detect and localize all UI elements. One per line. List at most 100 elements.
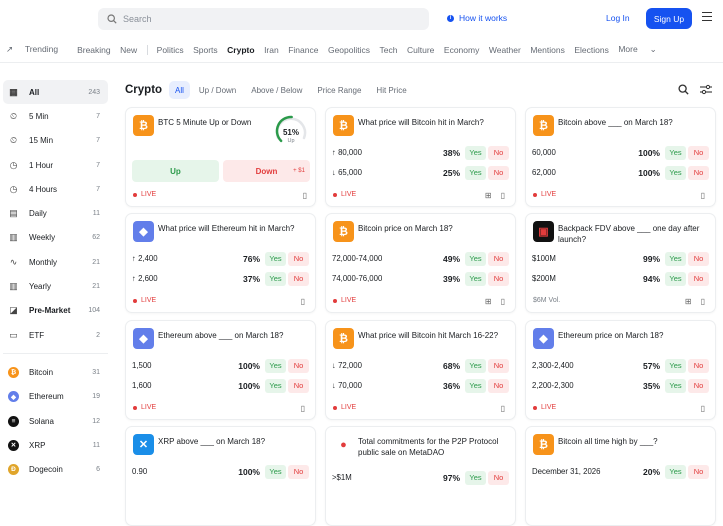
yes-button[interactable]: Yes [665, 251, 686, 266]
bookmark-icon[interactable]: ▯ [700, 404, 705, 413]
no-button[interactable]: No [688, 271, 709, 286]
sidebar-item-1hour[interactable]: ◷ 1 Hour 7 [3, 153, 108, 177]
sidebar-item-solana[interactable]: ≡ Solana 12 [3, 409, 108, 433]
market-card[interactable]: ▣ Backpack FDV above ___ one day after la… [525, 213, 716, 313]
bookmark-icon[interactable]: ▯ [300, 404, 305, 413]
sidebar-item-dogecoin[interactable]: Ð Dogecoin 6 [3, 457, 108, 481]
nav-trending[interactable]: ↗ Trending [6, 44, 68, 55]
nav-iran[interactable]: Iran [264, 44, 279, 55]
sidebar-item-monthly[interactable]: ∿ Monthly 21 [3, 250, 108, 274]
how-it-works-link[interactable]: i How it works [447, 13, 507, 23]
yes-button[interactable]: Yes [265, 358, 286, 373]
down-button[interactable]: Down + $1 [223, 160, 310, 182]
nav-geopolitics[interactable]: Geopolitics [327, 44, 371, 55]
login-button[interactable]: Log In [606, 13, 630, 23]
sidebar-item-daily[interactable]: ▤ Daily 11 [3, 201, 108, 225]
no-button[interactable]: No [488, 378, 509, 393]
tab-above-below[interactable]: Above / Below [251, 85, 303, 95]
gift-icon[interactable]: ⊞ [484, 191, 492, 200]
nav-weather[interactable]: Weather [488, 44, 521, 55]
yes-button[interactable]: Yes [465, 251, 486, 266]
nav-crypto[interactable]: Crypto [227, 44, 255, 55]
tab-all[interactable]: All [169, 81, 190, 99]
no-button[interactable]: No [488, 145, 509, 160]
no-button[interactable]: No [488, 165, 509, 180]
market-card[interactable]: ◆ Ethereum price on March 18? 2,300-2,400… [525, 320, 716, 420]
no-button[interactable]: No [288, 251, 309, 266]
nav-mentions[interactable]: Mentions [530, 44, 565, 55]
market-card[interactable]: ₿ Bitcoin all time high by ___? December … [525, 426, 716, 526]
no-button[interactable]: No [288, 358, 309, 373]
nav-economy[interactable]: Economy [443, 44, 480, 55]
yes-button[interactable]: Yes [665, 464, 686, 479]
no-button[interactable]: No [488, 271, 509, 286]
market-card[interactable]: ◆ Ethereum above ___ on March 18? 1,500 1… [125, 320, 316, 420]
market-card[interactable]: ◆ What price will Ethereum hit in March? … [125, 213, 316, 313]
nav-elections[interactable]: Elections [574, 44, 609, 55]
market-card[interactable]: ₿ Bitcoin price on March 18? 72,000-74,00… [325, 213, 516, 313]
yes-button[interactable]: Yes [265, 251, 286, 266]
search-icon[interactable] [678, 84, 689, 95]
sidebar-item-etf[interactable]: ▭ ETF 2 [3, 323, 108, 347]
yes-button[interactable]: Yes [465, 271, 486, 286]
nav-sports[interactable]: Sports [193, 44, 218, 55]
sidebar-item-4hours[interactable]: ◷ 4 Hours 7 [3, 177, 108, 201]
sidebar-item-all[interactable]: ▦ All 243 [3, 80, 108, 105]
nav-politics[interactable]: Politics [156, 44, 184, 55]
no-button[interactable]: No [488, 251, 509, 266]
bookmark-icon[interactable]: ▯ [700, 191, 705, 200]
sidebar-item-weekly[interactable]: ▥ Weekly 62 [3, 226, 108, 250]
no-button[interactable]: No [688, 358, 709, 373]
sidebar-item-xrp[interactable]: ✕ XRP 11 [3, 433, 108, 457]
bookmark-icon[interactable]: ▯ [302, 191, 307, 200]
hamburger-menu-icon[interactable] [702, 12, 712, 24]
sidebar-item-5min[interactable]: ⏲ 5 Min 7 [3, 104, 108, 128]
no-button[interactable]: No [688, 464, 709, 479]
bookmark-icon[interactable]: ▯ [300, 297, 305, 306]
nav-new[interactable]: New [120, 44, 138, 55]
market-card[interactable]: ● Total commitments for the P2P Protocol … [325, 426, 516, 526]
no-button[interactable]: No [288, 271, 309, 286]
up-button[interactable]: Up [132, 160, 219, 182]
no-button[interactable]: No [688, 378, 709, 393]
market-card[interactable]: ₿ What price will Bitcoin hit in March? ↑… [325, 107, 516, 207]
search-input[interactable]: Search [98, 8, 429, 30]
sidebar-item-premarket[interactable]: ◪ Pre-Market 104 [3, 299, 108, 323]
bookmark-icon[interactable]: ▯ [500, 191, 505, 200]
market-card[interactable]: ₿ BTC 5 Minute Up or Down 51% Up Up Down… [125, 107, 316, 207]
no-button[interactable]: No [688, 145, 709, 160]
yes-button[interactable]: Yes [665, 271, 686, 286]
nav-more[interactable]: More ⌄ [618, 44, 666, 55]
bookmark-icon[interactable]: ▯ [500, 297, 505, 306]
signup-button[interactable]: Sign Up [646, 8, 692, 29]
no-button[interactable]: No [288, 464, 309, 479]
yes-button[interactable]: Yes [665, 358, 686, 373]
bookmark-icon[interactable]: ▯ [700, 297, 705, 306]
no-button[interactable]: No [688, 165, 709, 180]
tab-price-range[interactable]: Price Range [317, 85, 362, 95]
yes-button[interactable]: Yes [665, 378, 686, 393]
sidebar-item-yearly[interactable]: ▥ Yearly 21 [3, 274, 108, 298]
tab-up-down[interactable]: Up / Down [198, 85, 237, 95]
sidebar-item-bitcoin[interactable]: ₿ Bitcoin 31 [3, 360, 108, 384]
sidebar-item-ethereum[interactable]: ◆ Ethereum 19 [3, 385, 108, 409]
market-card[interactable]: ₿ What price will Bitcoin hit March 16-22… [325, 320, 516, 420]
yes-button[interactable]: Yes [465, 145, 486, 160]
nav-breaking[interactable]: Breaking [77, 44, 111, 55]
nav-tech[interactable]: Tech [379, 44, 398, 55]
yes-button[interactable]: Yes [465, 470, 486, 485]
sidebar-item-15min[interactable]: ⏲ 15 Min 7 [3, 129, 108, 153]
bookmark-icon[interactable]: ▯ [500, 404, 505, 413]
market-card[interactable]: ✕ XRP above ___ on March 18? 0.90 100% Ye… [125, 426, 316, 526]
yes-button[interactable]: Yes [265, 464, 286, 479]
nav-finance[interactable]: Finance [288, 44, 319, 55]
gift-icon[interactable]: ⊞ [484, 297, 492, 306]
yes-button[interactable]: Yes [465, 165, 486, 180]
yes-button[interactable]: Yes [665, 145, 686, 160]
filter-sliders-icon[interactable] [700, 84, 712, 95]
no-button[interactable]: No [688, 251, 709, 266]
yes-button[interactable]: Yes [265, 378, 286, 393]
no-button[interactable]: No [288, 378, 309, 393]
yes-button[interactable]: Yes [465, 378, 486, 393]
no-button[interactable]: No [488, 470, 509, 485]
